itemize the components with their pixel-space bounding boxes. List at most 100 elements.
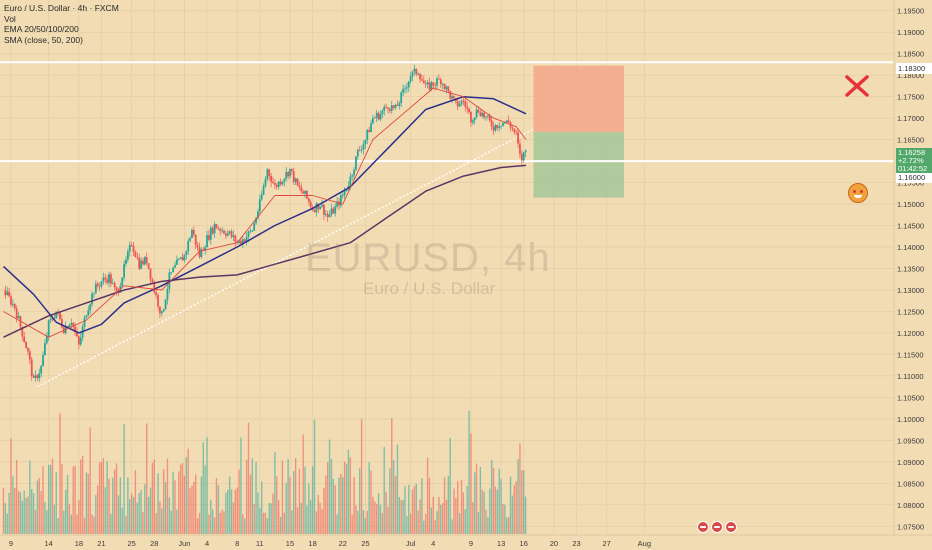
- y-tick-label: 1.07500: [897, 522, 924, 531]
- candle-body: [128, 245, 131, 252]
- volume-bar: [524, 496, 527, 534]
- volume-bar: [155, 513, 157, 534]
- candle-body: [211, 227, 214, 234]
- candle-body: [441, 83, 444, 85]
- candle-body: [60, 319, 63, 328]
- event-flag-icon[interactable]: [697, 521, 709, 533]
- volume-bar: [6, 513, 8, 534]
- volume-bar: [198, 512, 201, 534]
- candle-body: [40, 366, 43, 374]
- volume-bar: [66, 474, 69, 534]
- candle-body: [275, 185, 278, 187]
- volume-bar: [372, 496, 374, 534]
- volume-bar: [500, 478, 502, 534]
- candle-body: [272, 181, 274, 184]
- candle-body: [77, 336, 80, 345]
- event-flag-icon[interactable]: [725, 521, 737, 533]
- volume-bar: [276, 476, 278, 534]
- volume-bar: [392, 460, 395, 534]
- volume-bar: [17, 490, 20, 534]
- volume-bar: [457, 481, 459, 534]
- candle-body: [279, 181, 282, 185]
- y-tick-label: 1.14500: [897, 222, 924, 231]
- volume-bar: [340, 473, 342, 534]
- volume-bar: [213, 517, 216, 534]
- candle-body: [290, 168, 293, 172]
- candle-body: [462, 100, 465, 102]
- x-tick-label: 15: [286, 539, 294, 548]
- candle-body: [298, 185, 301, 188]
- candle-body: [370, 123, 372, 133]
- volume-bar: [44, 501, 46, 534]
- candle-body: [49, 318, 52, 321]
- volume-bar: [413, 485, 416, 534]
- candle-body: [198, 247, 201, 257]
- x-tick-label: 20: [550, 539, 558, 548]
- volume-bar: [443, 477, 446, 534]
- current-price-change: +2.72%: [898, 156, 924, 166]
- legend-sma: SMA (close, 50, 200): [4, 34, 83, 45]
- y-tick-label: 1.18000: [897, 71, 924, 80]
- volume-bar: [46, 510, 48, 534]
- volume-bar: [428, 477, 431, 534]
- candle-body: [255, 218, 257, 224]
- volume-bar: [374, 501, 376, 534]
- volume-bar: [100, 461, 103, 534]
- x-tick-label: 14: [45, 539, 53, 548]
- volume-bar: [63, 510, 65, 534]
- volume-bar: [146, 423, 148, 534]
- candle-body: [247, 231, 250, 238]
- candle-body: [443, 83, 446, 90]
- candle-body: [185, 251, 188, 255]
- candle-body: [219, 228, 222, 231]
- candle-body: [149, 268, 152, 280]
- candle-body: [181, 257, 184, 261]
- candle-body: [394, 104, 397, 108]
- candle-body: [15, 308, 18, 319]
- candle-body: [356, 150, 359, 157]
- volume-bar: [415, 483, 417, 534]
- candle-body: [228, 231, 231, 234]
- y-tick-label: 1.12500: [897, 307, 924, 316]
- x-tick-label: 28: [150, 539, 158, 548]
- candle-body: [407, 81, 410, 88]
- volume-bar: [481, 489, 483, 534]
- candle-body: [243, 239, 246, 242]
- volume-bar: [509, 476, 512, 534]
- candle-body: [494, 124, 497, 131]
- candle-body: [226, 233, 229, 236]
- volume-bar: [362, 510, 365, 534]
- volume-bar: [61, 463, 63, 534]
- volume-bar: [411, 489, 414, 534]
- candle-body: [270, 176, 273, 182]
- candle-body: [257, 211, 259, 219]
- volume-bar: [191, 485, 193, 534]
- candle-body: [30, 359, 33, 377]
- volume-bar: [48, 464, 50, 534]
- candle-body: [194, 234, 197, 245]
- volume-bar: [328, 439, 331, 534]
- volume-bar: [149, 487, 152, 534]
- volume-bar: [240, 437, 242, 534]
- event-flag-icon[interactable]: [711, 521, 723, 533]
- volume-bar: [306, 505, 308, 534]
- volume-bar: [70, 514, 73, 534]
- candle-body: [326, 213, 329, 217]
- volume-bar: [228, 476, 231, 534]
- volume-bar: [432, 496, 434, 534]
- candle-body: [323, 204, 325, 215]
- volume-bar: [117, 495, 120, 534]
- candle-body: [151, 279, 154, 283]
- candle-body: [460, 100, 463, 105]
- candle-body: [505, 120, 508, 123]
- volume-bar: [425, 513, 427, 534]
- volume-bar: [298, 468, 301, 534]
- volume-bar: [466, 486, 468, 534]
- volume-bar: [408, 484, 410, 534]
- candle-body: [94, 283, 97, 294]
- volume-bar: [140, 489, 142, 534]
- volume-bar: [375, 504, 378, 534]
- candle-body: [287, 171, 289, 177]
- x-tick-label: 8: [235, 539, 239, 548]
